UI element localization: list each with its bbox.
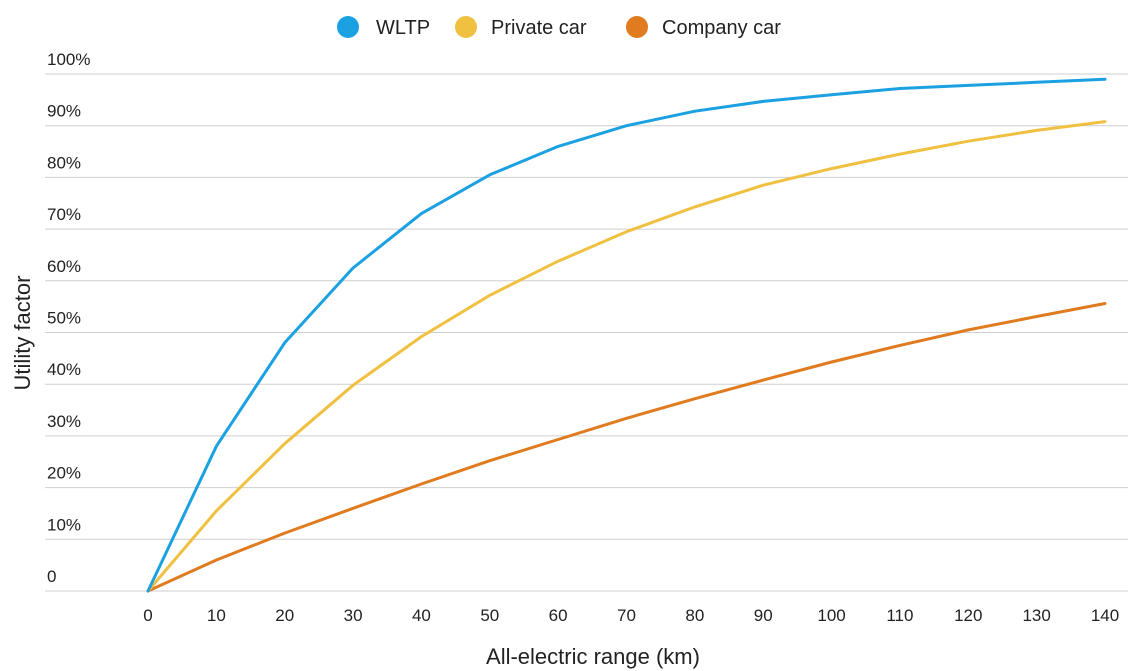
y-tick-label: 0 <box>47 567 56 586</box>
x-tick-label: 20 <box>275 606 294 625</box>
x-tick-label: 110 <box>886 606 913 625</box>
x-tick-label: 10 <box>207 606 226 625</box>
x-tick-label: 40 <box>412 606 431 625</box>
series-line-company-car <box>146 302 1107 593</box>
x-axis-title: All-electric range (km) <box>486 644 700 669</box>
y-tick-label: 30% <box>47 412 81 431</box>
x-tick-label: 130 <box>1022 606 1050 625</box>
x-tick-label: 140 <box>1091 606 1119 625</box>
x-tick-label: 100 <box>817 606 845 625</box>
y-axis-ticks: 0 10% 20% 30% 40% 50% 60% 70% 80% 90% 100% <box>47 50 90 586</box>
y-tick-label: 10% <box>47 515 81 534</box>
series-lines <box>146 77 1107 593</box>
y-axis-title: Utility factor <box>10 276 35 391</box>
legend-label: Private car <box>491 17 587 39</box>
x-axis-ticks: 0 10 20 30 40 50 60 70 80 90 100 110 120 130 140 <box>143 606 1119 625</box>
y-tick-label: 80% <box>47 153 81 172</box>
x-tick-label: 30 <box>344 606 363 625</box>
x-tick-label: 90 <box>754 606 773 625</box>
x-tick-label: 120 <box>954 606 982 625</box>
y-tick-label: 60% <box>47 257 81 276</box>
x-tick-label: 0 <box>143 606 152 625</box>
x-tick-label: 50 <box>480 606 499 625</box>
series-line-private-car <box>146 120 1107 593</box>
legend-marker <box>337 16 359 38</box>
y-tick-label: 20% <box>47 464 81 483</box>
x-tick-label: 60 <box>549 606 568 625</box>
y-tick-label: 100% <box>47 50 90 69</box>
x-tick-label: 80 <box>685 606 704 625</box>
grid <box>45 73 1128 592</box>
legend-label: Company car <box>662 17 781 39</box>
y-tick-label: 40% <box>47 360 81 379</box>
legend-marker <box>626 16 648 38</box>
series-line-wltp <box>146 77 1107 593</box>
y-tick-label: 70% <box>47 205 81 224</box>
x-tick-label: 70 <box>617 606 636 625</box>
legend: WLTP Private car Company car <box>337 16 781 39</box>
y-tick-label: 90% <box>47 102 81 121</box>
legend-label: WLTP <box>376 17 430 39</box>
legend-marker <box>455 16 477 38</box>
y-tick-label: 50% <box>47 309 81 328</box>
